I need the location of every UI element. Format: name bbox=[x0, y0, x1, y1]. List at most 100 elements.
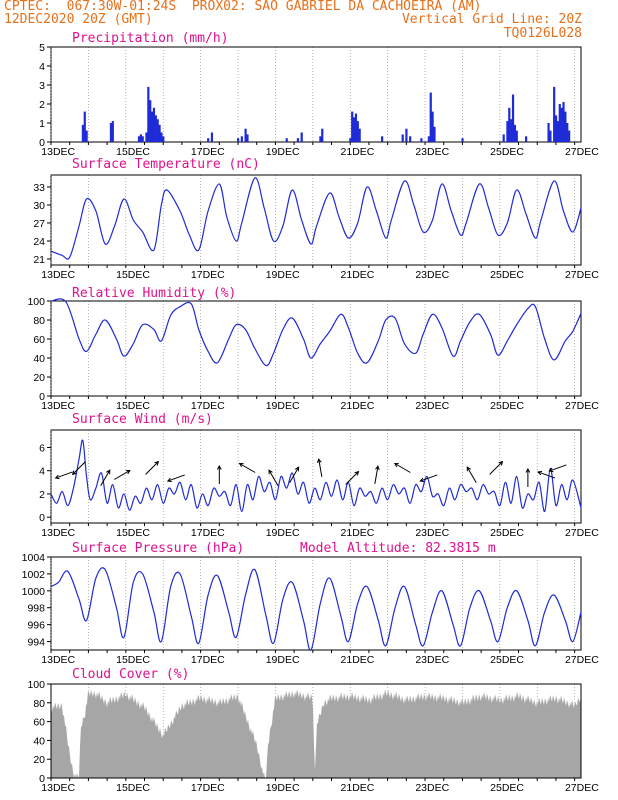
x-tick-label: 25DEC bbox=[490, 400, 524, 412]
header-model-id: TQ0126L028 bbox=[503, 26, 582, 41]
precip-bar bbox=[240, 136, 243, 142]
precip-bar bbox=[246, 134, 249, 142]
y-tick-label: 2 bbox=[39, 99, 45, 111]
panel-3: 0 20 40 60 80 100 13DEC 15DEC 17DEC 19DEC 21DEC 23D… bbox=[27, 286, 599, 412]
cloud-area bbox=[51, 689, 581, 778]
y-tick-label: 80 bbox=[33, 315, 45, 327]
series-line bbox=[50, 567, 582, 651]
wind-arrow-head bbox=[294, 466, 300, 472]
precip-bar bbox=[210, 132, 214, 142]
y-tick-label: 2 bbox=[39, 489, 45, 501]
panel-title: Surface Pressure (hPa) bbox=[72, 541, 244, 556]
x-tick-label: 25DEC bbox=[490, 527, 524, 539]
x-tick-label: 21DEC bbox=[341, 269, 375, 281]
wind-arrow-head bbox=[71, 470, 77, 476]
plot-frame-overlay bbox=[50, 683, 582, 779]
y-tick-label: 40 bbox=[33, 353, 45, 365]
precip-bar bbox=[83, 111, 86, 142]
x-tick-label: 13DEC bbox=[41, 146, 75, 158]
precip-bar bbox=[354, 113, 358, 142]
wind-arrow-head bbox=[54, 474, 60, 480]
precip-bar bbox=[381, 136, 384, 142]
y-tick-label: 996 bbox=[27, 620, 45, 632]
wind-arrow-head bbox=[268, 469, 273, 475]
x-tick-label: 25DEC bbox=[490, 654, 524, 666]
precip-bar bbox=[568, 130, 571, 142]
panel-5: 994 996 998 1000 1002 1004 13DEC 15DEC 17DEC 19DE… bbox=[22, 541, 600, 666]
panel-6: 0 20 40 60 80 100 13DEC 15DEC 17DEC 19DEC 21DEC 23D… bbox=[27, 667, 599, 794]
series-line bbox=[50, 177, 582, 260]
precip-bar bbox=[525, 136, 528, 142]
plot-frame bbox=[50, 556, 582, 651]
precip-bar bbox=[162, 136, 165, 142]
wind-arrow bbox=[345, 471, 359, 485]
x-tick-label: 23DEC bbox=[415, 146, 449, 158]
x-tick-label: 25DEC bbox=[490, 269, 524, 281]
x-tick-label: 15DEC bbox=[116, 654, 150, 666]
y-tick-label: 998 bbox=[27, 603, 45, 615]
y-tick-label: 27 bbox=[33, 218, 45, 230]
wind-arrow-head bbox=[216, 464, 222, 470]
wind-arrow-head bbox=[498, 460, 504, 466]
wind-arrow bbox=[318, 459, 323, 477]
precip-bar bbox=[556, 121, 560, 142]
y-tick-label: 100 bbox=[27, 679, 45, 691]
panel-4: 0 2 4 6 13DEC 15DEC 17DEC 19DEC 21DEC 23DEC 25DEC 2… bbox=[39, 412, 599, 539]
x-tick-label: 25DEC bbox=[490, 146, 524, 158]
precip-bar bbox=[160, 132, 163, 142]
x-tick-label: 23DEC bbox=[415, 269, 449, 281]
series-line bbox=[50, 298, 582, 367]
x-tick-label: 23DEC bbox=[415, 400, 449, 412]
panel-2: 21 24 27 30 33 13DEC 15DEC 17DEC 19DEC 21DEC 23DEC… bbox=[33, 157, 599, 281]
precip-bar bbox=[554, 115, 558, 142]
x-tick-label: 17DEC bbox=[191, 527, 225, 539]
x-tick-label: 27DEC bbox=[565, 269, 599, 281]
wind-arrow bbox=[420, 474, 438, 482]
precip-bar bbox=[139, 134, 142, 142]
precip-bar bbox=[427, 136, 430, 142]
precip-bar bbox=[401, 134, 404, 142]
x-tick-label: 13DEC bbox=[41, 269, 75, 281]
x-tick-label: 21DEC bbox=[341, 527, 375, 539]
x-tick-label: 23DEC bbox=[415, 654, 449, 666]
x-tick-label: 13DEC bbox=[41, 782, 75, 794]
precip-bar bbox=[147, 86, 150, 142]
panel-title: Surface Wind (m/s) bbox=[72, 412, 213, 427]
wind-arrow bbox=[55, 471, 73, 479]
precip-bar bbox=[560, 107, 563, 142]
precip-bar bbox=[433, 126, 436, 142]
precip-bar bbox=[566, 123, 569, 142]
precip-bar bbox=[285, 138, 288, 142]
precip-bar bbox=[510, 119, 513, 142]
wind-arrow bbox=[489, 461, 503, 475]
x-tick-label: 13DEC bbox=[41, 400, 75, 412]
wind-arrow-head bbox=[106, 469, 111, 475]
precip-bar bbox=[352, 117, 356, 142]
precip-bar bbox=[141, 136, 144, 142]
header-date: 12DEC2020 20Z (GMT) bbox=[4, 12, 153, 27]
wind-arrow bbox=[145, 461, 159, 475]
y-tick-label: 0 bbox=[39, 773, 45, 785]
wind-arrow bbox=[114, 470, 131, 480]
wind-arrow bbox=[239, 463, 256, 473]
x-tick-label: 19DEC bbox=[266, 269, 300, 281]
x-tick-label: 17DEC bbox=[191, 400, 225, 412]
x-tick-label: 15DEC bbox=[116, 400, 150, 412]
precip-bar bbox=[150, 111, 154, 142]
wind-arrow-head bbox=[375, 465, 380, 471]
y-tick-label: 1000 bbox=[22, 586, 46, 598]
y-tick-label: 1002 bbox=[22, 569, 46, 581]
wind-arrow-head bbox=[125, 469, 131, 475]
x-tick-label: 17DEC bbox=[191, 146, 225, 158]
wind-arrow-head bbox=[419, 477, 425, 483]
precip-bar bbox=[321, 128, 324, 142]
precip-bar bbox=[85, 130, 88, 142]
precip-bar bbox=[502, 134, 505, 142]
precip-bar bbox=[431, 111, 434, 142]
plot-frame bbox=[50, 46, 582, 143]
precip-bar bbox=[547, 123, 550, 142]
wind-arrow-head bbox=[354, 470, 360, 476]
precip-bar bbox=[154, 115, 157, 142]
precip-bar bbox=[152, 107, 156, 142]
